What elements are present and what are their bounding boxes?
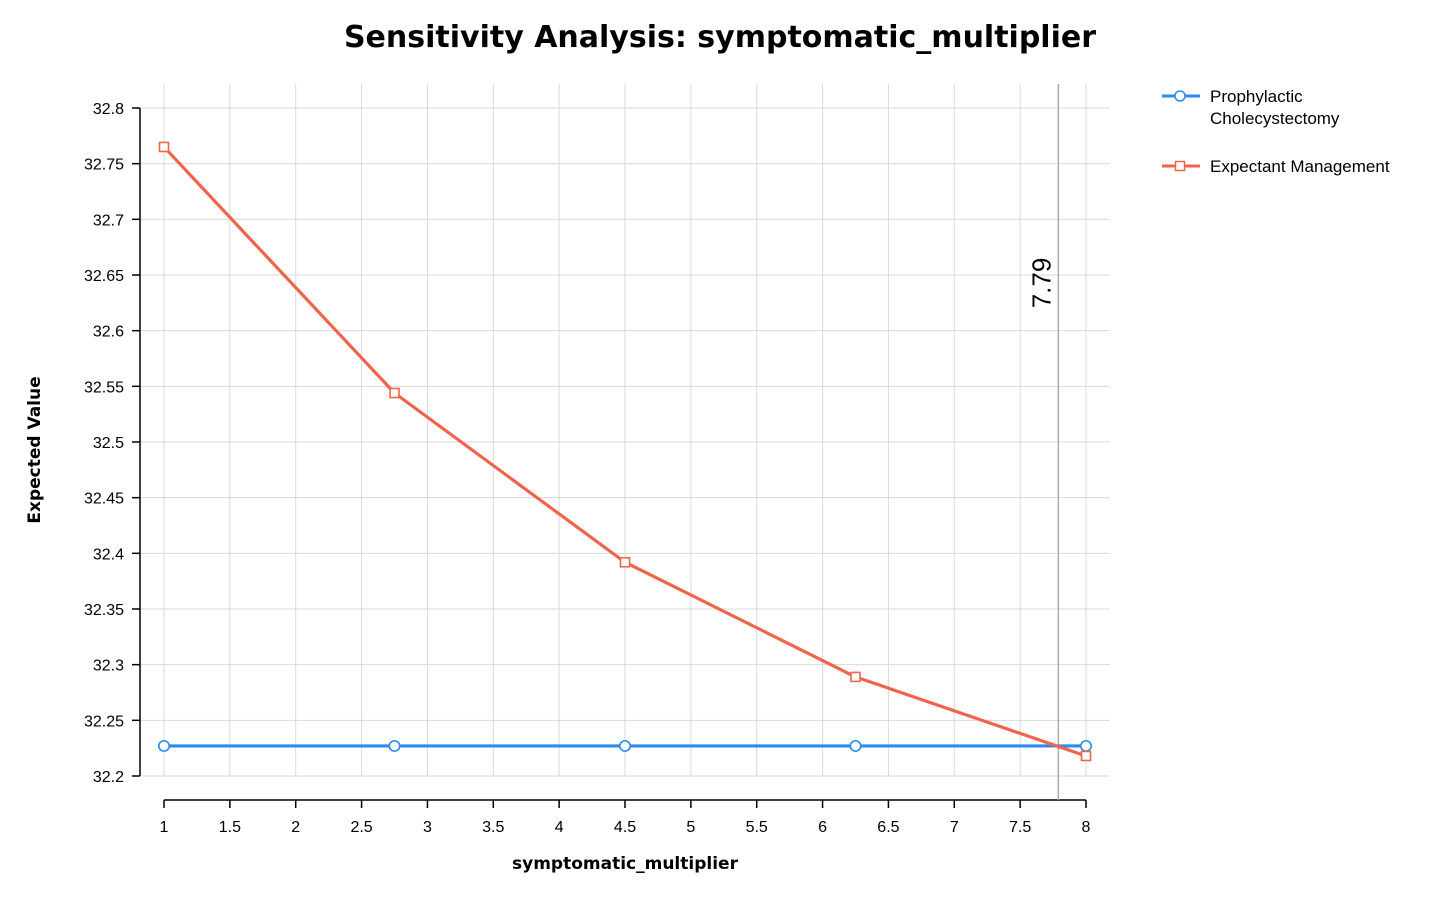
y-tick-label: 32.7 <box>93 212 124 229</box>
y-tick-label: 32.65 <box>84 268 124 285</box>
threshold-label: 7.79 <box>1026 258 1056 309</box>
x-tick-label: 6 <box>818 819 827 836</box>
y-tick-label: 32.75 <box>84 157 124 174</box>
legend-label: Expectant Management <box>1210 157 1390 176</box>
series-layer <box>158 141 1093 762</box>
x-tick-label: 6.5 <box>877 819 899 836</box>
y-tick-label: 32.2 <box>93 769 124 786</box>
x-tick-label: 4 <box>555 819 564 836</box>
y-tick-label: 32.35 <box>84 602 124 619</box>
legend-item-prophylactic[interactable]: Prophylactic Cholecystectomy <box>1160 86 1430 156</box>
x-tick-label: 2.5 <box>350 819 372 836</box>
chart-title: Sensitivity Analysis: symptomatic_multip… <box>343 20 1097 55</box>
x-tick-label: 7 <box>950 819 959 836</box>
y-tick-label: 32.6 <box>93 324 124 341</box>
x-tick-label: 7.5 <box>1009 819 1031 836</box>
y-tick-label: 32.55 <box>84 379 124 396</box>
y-tick-label: 32.4 <box>93 546 124 563</box>
x-tick-label: 3.5 <box>482 819 504 836</box>
axes <box>132 107 1087 808</box>
y-tick-label: 32.8 <box>93 101 124 118</box>
threshold-line: 7.79 <box>1026 84 1060 800</box>
x-tick-label: 4.5 <box>614 819 636 836</box>
data-point-circle <box>158 739 171 752</box>
x-tick-label: 3 <box>423 819 432 836</box>
data-point-square <box>850 671 861 683</box>
y-axis-title: Expected Value <box>25 376 45 523</box>
y-tick-label: 32.3 <box>93 658 124 675</box>
x-tick-label: 1.5 <box>219 819 241 836</box>
data-point-square <box>1080 750 1092 762</box>
x-tick-label: 8 <box>1082 819 1091 836</box>
y-tick-label: 32.25 <box>84 713 124 730</box>
data-point-circle <box>1080 739 1093 752</box>
x-tick-label: 5 <box>686 819 695 836</box>
y-tick-label: 32.5 <box>93 435 124 452</box>
x-axis-title: symptomatic_multiplier <box>512 854 739 874</box>
data-point-circle <box>618 739 631 752</box>
y-tick-label: 32.45 <box>84 491 124 508</box>
x-tick-label: 2 <box>291 819 300 836</box>
grid <box>140 84 1110 777</box>
x-tick-label: 1 <box>160 819 169 836</box>
data-point-square <box>158 141 170 153</box>
data-point-square <box>619 556 631 568</box>
legend-swatch-square <box>1162 160 1200 172</box>
x-tick-label: 5.5 <box>746 819 768 836</box>
data-point-circle <box>388 739 401 752</box>
data-point-circle <box>849 739 862 752</box>
legend: Prophylactic Cholecystectomy Expectant M… <box>1160 86 1430 226</box>
data-point-square <box>389 387 400 399</box>
legend-item-expectant[interactable]: Expectant Management <box>1160 156 1430 226</box>
legend-label: Prophylactic Cholecystectomy <box>1210 87 1340 128</box>
legend-swatch-circle <box>1162 90 1200 102</box>
tick-labels: 1 1.5 2 2.5 3 3.5 4 4.5 5 5.5 6 6.5 7 7.5 8 32.2 32.25 32… <box>84 101 1091 836</box>
